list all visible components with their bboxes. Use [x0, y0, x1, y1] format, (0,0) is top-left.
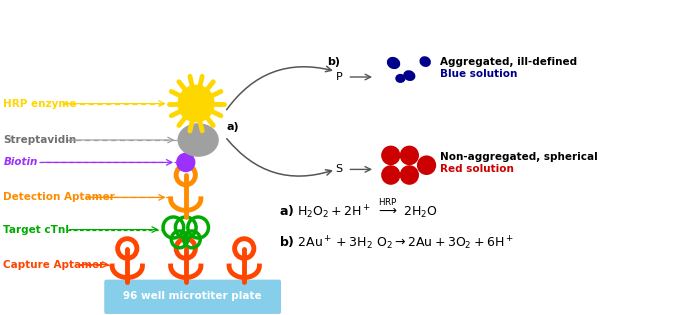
- Circle shape: [177, 153, 195, 171]
- Circle shape: [417, 155, 436, 175]
- Ellipse shape: [387, 57, 400, 69]
- FancyBboxPatch shape: [103, 278, 282, 315]
- Text: $\bf{b)}$ $\rm{2Au^+ + 3H_2\ O_2 \rightarrow 2Au + 3O_2 + 6H^+}$: $\bf{b)}$ $\rm{2Au^+ + 3H_2\ O_2 \righta…: [279, 235, 513, 252]
- Circle shape: [178, 85, 214, 122]
- Text: S: S: [336, 164, 343, 175]
- Text: HRP enzyme: HRP enzyme: [3, 99, 77, 109]
- Ellipse shape: [403, 70, 416, 81]
- Text: Detection Aptamer: Detection Aptamer: [3, 192, 115, 203]
- Text: Biotin: Biotin: [3, 158, 38, 167]
- Circle shape: [400, 165, 419, 185]
- Circle shape: [400, 146, 419, 165]
- Ellipse shape: [396, 74, 405, 83]
- Text: Target cTnI: Target cTnI: [3, 225, 69, 235]
- Text: Red solution: Red solution: [440, 164, 514, 175]
- Text: Capture Aptamer: Capture Aptamer: [3, 260, 105, 270]
- Text: $\bf{a)}$ $\rm{H_2O_2 + 2H^+}$ $\overset{\rm{HRP}}{\longrightarrow}$ $\rm{2H_2O}: $\bf{a)}$ $\rm{H_2O_2 + 2H^+}$ $\overset…: [279, 197, 438, 221]
- Circle shape: [381, 146, 400, 165]
- Text: Blue solution: Blue solution: [440, 69, 517, 79]
- Ellipse shape: [178, 124, 218, 156]
- Text: Aggregated, ill-defined: Aggregated, ill-defined: [440, 57, 577, 66]
- Text: P: P: [336, 72, 343, 82]
- Text: a): a): [226, 123, 239, 132]
- Text: Non-aggregated, spherical: Non-aggregated, spherical: [440, 152, 598, 162]
- Circle shape: [381, 165, 400, 185]
- Text: 96 well microtiter plate: 96 well microtiter plate: [123, 291, 262, 301]
- Text: Streptavidin: Streptavidin: [3, 135, 76, 145]
- Ellipse shape: [420, 56, 431, 67]
- Text: b): b): [327, 57, 340, 66]
